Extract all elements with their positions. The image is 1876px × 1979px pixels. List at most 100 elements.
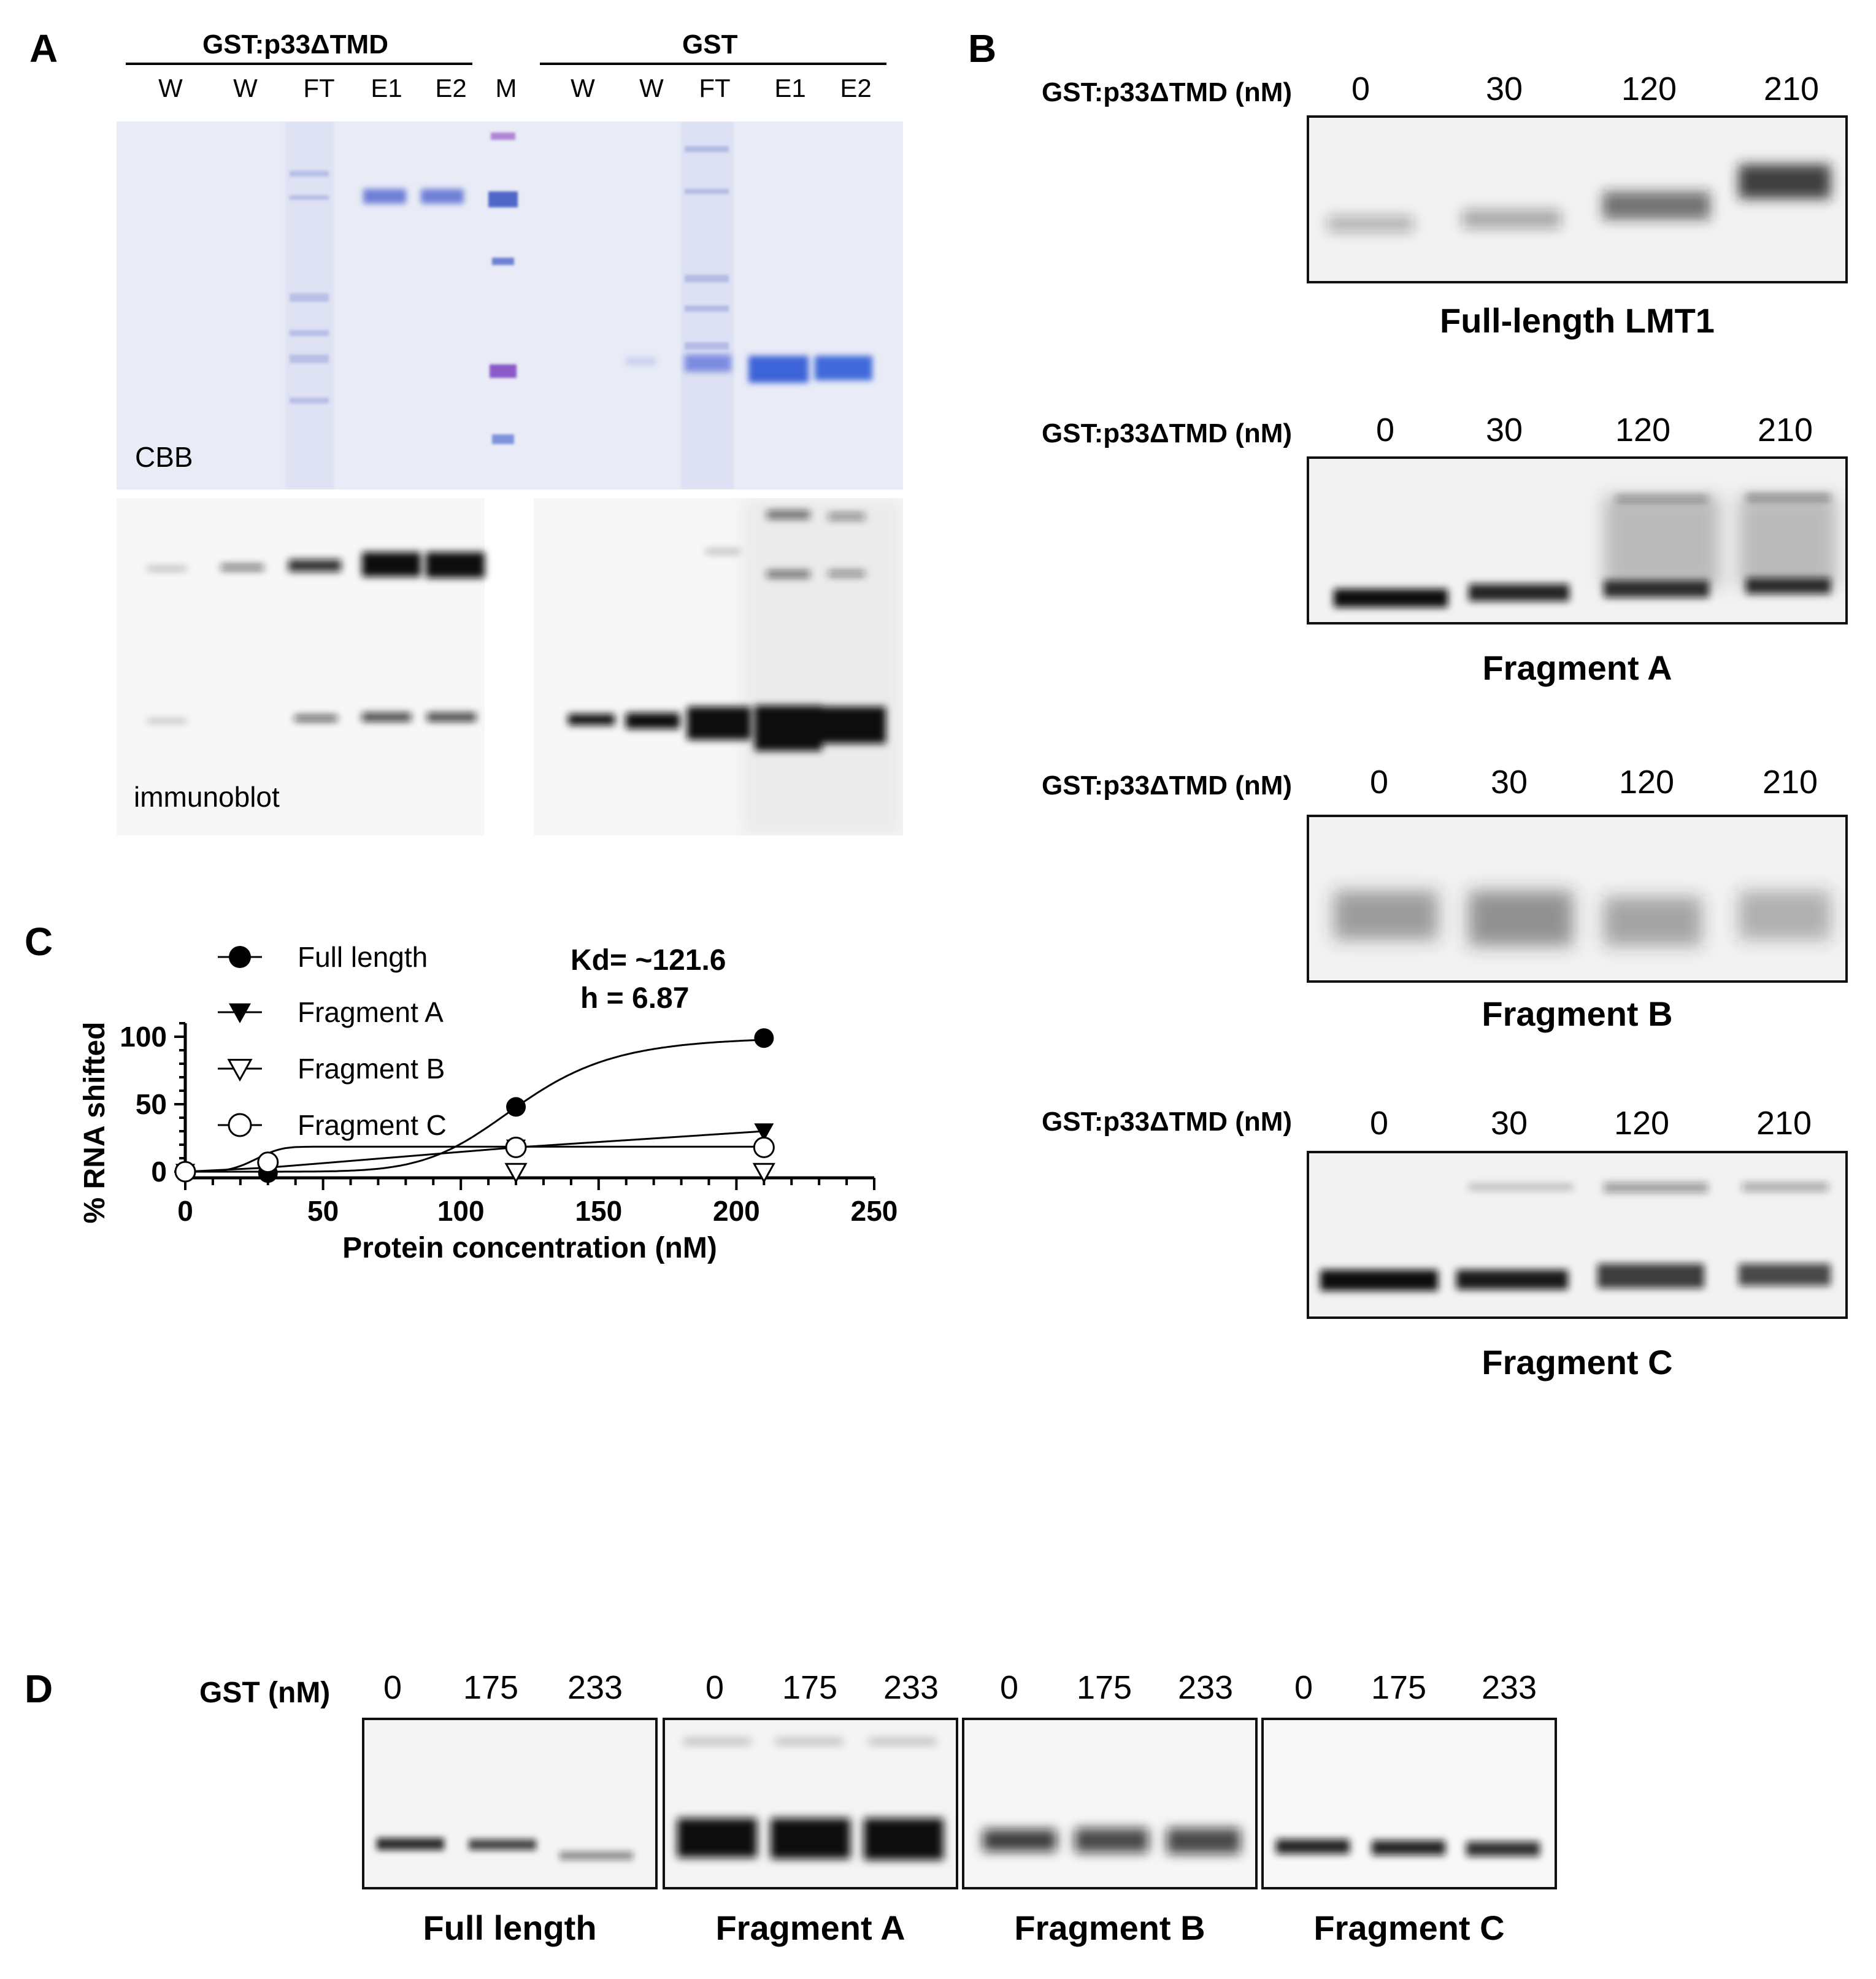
legend-marker xyxy=(229,946,251,968)
binding-curve-chart: 0 50 100 0 50 100 150 200 250 Protein concentrati… xyxy=(79,941,898,1264)
data-point xyxy=(754,1028,774,1048)
gel-caption: Fragment B xyxy=(1482,994,1673,1033)
x-tick-label: 100 xyxy=(437,1195,485,1227)
x-tick-label: 50 xyxy=(307,1195,339,1227)
lane-label: W xyxy=(639,74,664,102)
condition-label: GST:p33ΔTMD (nM) xyxy=(1042,1107,1293,1137)
x-axis-label: Protein concentration (nM) xyxy=(342,1232,717,1264)
concentration-label: 210 xyxy=(1757,412,1813,448)
concentration-label: 210 xyxy=(1756,1105,1812,1142)
y-axis-label: % RNA shifted xyxy=(79,1022,111,1224)
concentration-label: 0 xyxy=(1294,1669,1313,1706)
concentration-label: 233 xyxy=(883,1669,939,1706)
concentration-label: 0 xyxy=(1375,412,1395,448)
concentration-label: 30 xyxy=(1490,1105,1528,1142)
data-point xyxy=(752,1162,775,1184)
y-tick-label: 0 xyxy=(151,1156,167,1188)
data-point xyxy=(257,1151,279,1174)
concentration-label: 175 xyxy=(463,1669,519,1706)
lane-label: E1 xyxy=(774,74,806,102)
hill-annotation: h = 6.87 xyxy=(580,982,690,1015)
legend-marker xyxy=(229,1003,251,1023)
concentration-label: 210 xyxy=(1763,71,1820,107)
data-point xyxy=(754,1123,774,1141)
concentration-label: 30 xyxy=(1485,71,1523,107)
x-tick-label: 200 xyxy=(713,1195,760,1227)
x-tick-label: 0 xyxy=(177,1195,193,1227)
concentration-label: 233 xyxy=(1177,1669,1234,1706)
cbb-label: CBB xyxy=(135,441,193,473)
condition-label: GST (nM) xyxy=(199,1677,331,1709)
emsa-gel-full-length xyxy=(1307,115,1848,283)
gst-control-gel-full-length xyxy=(362,1718,658,1889)
fit-curve-fragment-c xyxy=(185,1145,764,1173)
concentration-label: 120 xyxy=(1618,764,1675,801)
concentration-label: 0 xyxy=(705,1669,725,1706)
legend-marker xyxy=(227,1059,253,1082)
lane-label: E1 xyxy=(371,74,402,102)
gel-caption: Fragment A xyxy=(715,1908,905,1947)
data-point xyxy=(174,1161,196,1183)
y-tick-label: 100 xyxy=(120,1021,167,1053)
gel-caption: Fragment C xyxy=(1313,1908,1505,1947)
emsa-gel-fragment-c xyxy=(1307,1151,1848,1319)
concentration-label: 233 xyxy=(1481,1669,1537,1706)
legend-label: Fragment A xyxy=(298,996,444,1028)
concentration-label: 0 xyxy=(1369,1105,1389,1142)
panel-d-label: D xyxy=(25,1667,53,1711)
data-point xyxy=(504,1162,528,1184)
lane-label: M xyxy=(495,74,517,102)
lane-label: E2 xyxy=(840,74,872,102)
fit-curve-full-length xyxy=(185,1039,764,1173)
lane-label: E2 xyxy=(435,74,467,102)
panel-b-label: B xyxy=(968,26,997,71)
lane-label: FT xyxy=(699,74,731,102)
gst-control-gel-fragment-a xyxy=(663,1718,958,1889)
group-label-gst: GST xyxy=(682,29,738,60)
concentration-label: 0 xyxy=(383,1669,402,1706)
panel-a-label: A xyxy=(29,26,58,71)
legend-label: Full length xyxy=(298,941,428,973)
legend-label: Fragment C xyxy=(298,1109,447,1141)
emsa-gel-fragment-a xyxy=(1307,456,1848,624)
data-point xyxy=(506,1097,526,1117)
group-underline-gst xyxy=(540,63,886,65)
immunoblot-label: immunoblot xyxy=(134,781,280,813)
gst-control-gel-fragment-b xyxy=(962,1718,1258,1889)
condition-label: GST:p33ΔTMD (nM) xyxy=(1042,770,1293,801)
lane-label: FT xyxy=(303,74,335,102)
concentration-label: 175 xyxy=(1370,1669,1427,1706)
x-tick-label: 250 xyxy=(851,1195,898,1227)
cbb-gel-image: CBB xyxy=(117,121,903,490)
concentration-label: 175 xyxy=(782,1669,838,1706)
condition-label: GST:p33ΔTMD (nM) xyxy=(1042,77,1293,107)
panel-c-label: C xyxy=(25,920,53,964)
concentration-label: 0 xyxy=(1369,764,1389,801)
y-tick-label: 50 xyxy=(136,1088,167,1120)
concentration-label: 210 xyxy=(1762,764,1818,801)
kd-annotation: Kd= ~121.6 xyxy=(571,944,726,977)
concentration-label: 120 xyxy=(1621,71,1677,107)
concentration-label: 120 xyxy=(1615,412,1671,448)
concentration-label: 0 xyxy=(999,1669,1019,1706)
concentration-label: 30 xyxy=(1490,764,1528,801)
immunoblot-image: immunoblot xyxy=(117,498,903,836)
legend-marker xyxy=(228,1113,252,1137)
condition-label: GST:p33ΔTMD (nM) xyxy=(1042,418,1293,448)
concentration-label: 120 xyxy=(1613,1105,1670,1142)
concentration-label: 30 xyxy=(1485,412,1523,448)
group-label-gst-p33: GST:p33ΔTMD xyxy=(202,29,388,60)
data-point xyxy=(753,1136,775,1158)
concentration-label: 175 xyxy=(1076,1669,1132,1706)
gel-caption: Fragment B xyxy=(1014,1908,1205,1947)
concentration-label: 0 xyxy=(1351,71,1370,107)
x-tick-label: 150 xyxy=(575,1195,622,1227)
emsa-gel-fragment-b xyxy=(1307,815,1848,983)
gel-caption: Full length xyxy=(423,1908,597,1947)
lane-label: W xyxy=(233,74,258,102)
data-point xyxy=(505,1136,527,1158)
gel-caption: Fragment C xyxy=(1482,1343,1673,1381)
gst-control-gel-fragment-c xyxy=(1261,1718,1557,1889)
gel-caption: Full-length LMT1 xyxy=(1440,301,1715,340)
lane-label: W xyxy=(158,74,183,102)
